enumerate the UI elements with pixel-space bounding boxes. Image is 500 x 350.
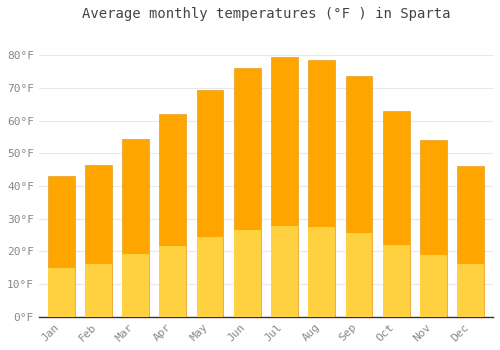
Bar xyxy=(85,165,112,317)
Bar xyxy=(271,226,298,317)
Bar xyxy=(48,268,74,317)
Bar xyxy=(160,246,186,317)
Bar xyxy=(420,255,447,317)
Bar xyxy=(160,114,186,317)
Bar xyxy=(308,60,335,317)
Bar xyxy=(122,139,149,317)
Bar xyxy=(196,237,224,317)
Bar xyxy=(383,111,409,317)
Title: Average monthly temperatures (°F ) in Sparta: Average monthly temperatures (°F ) in Sp… xyxy=(82,7,450,21)
Bar xyxy=(234,230,260,317)
Bar xyxy=(458,264,484,317)
Bar xyxy=(420,140,447,317)
Bar xyxy=(346,76,372,317)
Bar xyxy=(85,264,112,317)
Bar xyxy=(122,254,149,317)
Bar xyxy=(346,233,372,317)
Bar xyxy=(308,227,335,317)
Bar xyxy=(48,176,74,317)
Bar xyxy=(383,245,409,317)
Bar xyxy=(271,57,298,317)
Bar xyxy=(234,68,260,317)
Bar xyxy=(458,166,484,317)
Bar xyxy=(196,90,224,317)
